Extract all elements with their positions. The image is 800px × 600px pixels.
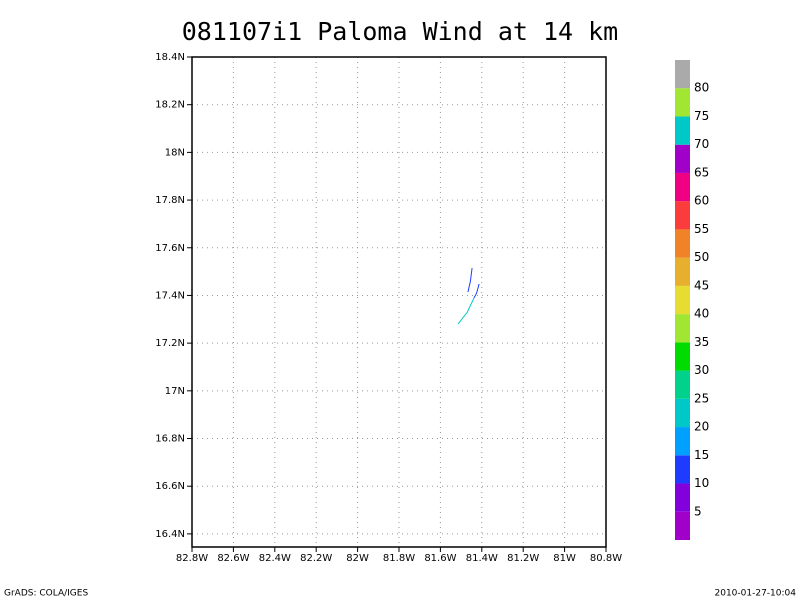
colorbar-box xyxy=(675,116,690,145)
footer-left: GrADS: COLA/IGES xyxy=(4,589,88,599)
x-tick-label: 81W xyxy=(553,553,576,564)
x-tick-label: 82.8W xyxy=(176,553,208,564)
colorbar-box xyxy=(675,398,690,428)
x-tick-label: 81.2W xyxy=(507,553,539,564)
contour-line xyxy=(467,267,473,293)
colorbar-label: 75 xyxy=(694,109,709,123)
colorbar-label: 5 xyxy=(694,504,702,518)
x-tick-label: 82W xyxy=(346,553,369,564)
colorbar-box xyxy=(675,285,690,315)
x-tick-label: 82.2W xyxy=(300,553,332,564)
x-tick-label: 81.4W xyxy=(466,553,498,564)
y-tick-label: 18.2N xyxy=(155,100,185,111)
colorbar-box xyxy=(675,483,690,512)
colorbar-box xyxy=(675,257,690,286)
footer-right: 2010-01-27-10:04 xyxy=(715,589,797,599)
colorbar-box xyxy=(675,370,690,399)
colorbar-label: 65 xyxy=(694,165,709,179)
y-tick-label: 16.8N xyxy=(155,434,185,445)
plot-frame xyxy=(191,56,607,548)
colorbar-box xyxy=(675,511,690,540)
colorbar-box xyxy=(675,88,690,117)
colorbar-box xyxy=(675,229,690,258)
contour-line xyxy=(457,297,475,325)
colorbar-label: 45 xyxy=(694,278,709,292)
colorbar-label: 50 xyxy=(694,250,709,264)
colorbar-label: 10 xyxy=(694,476,709,490)
colorbar-label: 60 xyxy=(694,194,709,208)
colorbar-label: 80 xyxy=(694,81,709,95)
colorbar-box xyxy=(675,60,690,89)
y-tick-label: 18N xyxy=(165,147,185,158)
y-tick-label: 17.6N xyxy=(155,243,185,254)
x-tick-label: 81.6W xyxy=(424,553,456,564)
y-tick-label: 16.4N xyxy=(155,529,185,540)
x-tick-label: 80.8W xyxy=(590,553,622,564)
colorbar-box xyxy=(675,455,690,484)
y-tick-label: 17N xyxy=(165,386,185,397)
colorbar-label: 35 xyxy=(694,335,709,349)
colorbar-label: 70 xyxy=(694,137,709,151)
y-tick-label: 17.8N xyxy=(155,195,185,206)
colorbar-box xyxy=(675,427,690,456)
y-tick-label: 16.6N xyxy=(155,481,185,492)
colorbar-box xyxy=(675,342,690,371)
colorbar-label: 20 xyxy=(694,420,709,434)
colorbar-label: 15 xyxy=(694,448,709,462)
y-tick-label: 18.4N xyxy=(155,52,185,63)
y-tick-label: 17.4N xyxy=(155,290,185,301)
contour-line xyxy=(473,283,480,299)
colorbar-label: 55 xyxy=(694,222,709,236)
colorbar-label: 25 xyxy=(694,391,709,405)
x-tick-label: 81.8W xyxy=(383,553,415,564)
x-tick-label: 82.6W xyxy=(217,553,249,564)
x-tick-label: 82.4W xyxy=(259,553,291,564)
colorbar-label: 40 xyxy=(694,307,709,321)
colorbar-label: 30 xyxy=(694,363,709,377)
chart-title: 081107i1 Paloma Wind at 14 km xyxy=(182,17,619,46)
colorbar-box xyxy=(675,144,690,173)
colorbar-box xyxy=(675,314,690,343)
y-tick-label: 17.2N xyxy=(155,338,185,349)
colorbar-box xyxy=(675,201,690,230)
colorbar-box xyxy=(675,172,690,202)
